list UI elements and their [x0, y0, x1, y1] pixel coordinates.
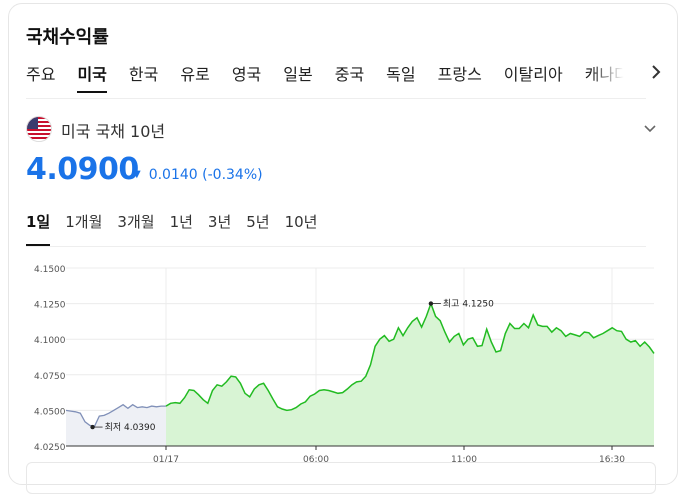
- y-tick-label: 4.1000: [34, 336, 66, 346]
- tab-country[interactable]: 유로: [180, 65, 210, 84]
- bond-change: ▼ 0.0140 (-0.34%): [133, 167, 263, 183]
- change-value: 0.0140: [148, 167, 198, 183]
- x-tick-label: 06:00: [303, 455, 329, 465]
- x-tick-label: 16:30: [599, 455, 625, 465]
- tab-period[interactable]: 10년: [284, 213, 318, 231]
- tab-period[interactable]: 1개월: [65, 213, 103, 231]
- tab-country[interactable]: 일본: [283, 65, 313, 84]
- change-percent: (-0.34%): [202, 167, 263, 183]
- high-marker: [428, 301, 434, 306]
- bond-price: 4.0900: [26, 152, 139, 187]
- periods-divider: [26, 246, 646, 247]
- y-tick-label: 4.1500: [34, 265, 66, 275]
- tab-country[interactable]: 중국: [334, 65, 365, 84]
- y-tick-label: 4.0250: [34, 443, 66, 453]
- us-flag-icon: [26, 116, 52, 142]
- period-tabs: 1일 1개월 3개월 1년 3년 5년 10년: [26, 210, 332, 246]
- tab-country[interactable]: 한국: [128, 65, 159, 84]
- previous-session-line: [65, 403, 166, 427]
- tab-country[interactable]: 미국: [77, 63, 108, 95]
- y-tick-label: 4.1250: [34, 301, 66, 311]
- tab-country[interactable]: 이탈리아: [503, 65, 563, 84]
- tab-period[interactable]: 5년: [246, 213, 270, 231]
- tabs-divider: [26, 98, 646, 99]
- tab-country[interactable]: 영국: [231, 65, 262, 84]
- low-label: 최저 4.0390: [105, 422, 156, 433]
- down-arrow-icon: ▼: [133, 169, 141, 180]
- yield-chart[interactable]: 4.1500 4.1250 4.1000 4.0750 4.0500 4.0250 01/1…: [0, 0, 682, 474]
- chevron-right-icon[interactable]: [644, 60, 668, 84]
- current-session-line: [165, 301, 655, 412]
- tab-country[interactable]: 독일: [386, 65, 416, 84]
- tab-period[interactable]: 1년: [169, 213, 193, 231]
- tab-period[interactable]: 3년: [207, 213, 232, 231]
- tab-country[interactable]: 프랑스: [437, 65, 482, 84]
- tab-country[interactable]: 주요: [26, 65, 56, 84]
- x-tick-label: 01/17: [153, 455, 179, 465]
- y-tick-label: 4.0750: [34, 372, 66, 382]
- tab-period[interactable]: 3개월: [117, 213, 155, 231]
- bond-name[interactable]: 미국 국채 10년: [61, 122, 166, 141]
- page-title: 국채수익률: [26, 27, 109, 48]
- tabs-fade: [590, 60, 635, 94]
- x-tick-label: 11:00: [451, 455, 477, 465]
- y-tick-label: 4.0500: [34, 407, 66, 417]
- chevron-down-icon[interactable]: [641, 119, 659, 137]
- previous-session-area: [66, 404, 166, 446]
- high-label: 최고 4.1250: [443, 299, 494, 310]
- tab-period[interactable]: 1일: [26, 210, 51, 246]
- bottom-panel: [26, 462, 656, 494]
